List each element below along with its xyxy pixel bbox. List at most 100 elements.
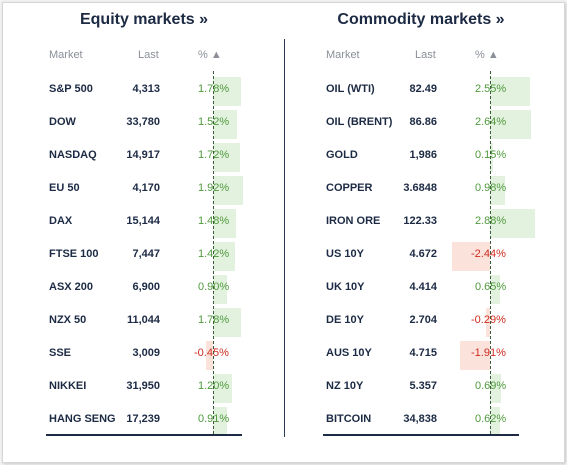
last-value: 17,239: [126, 413, 160, 425]
percent-change: -2.44%: [471, 248, 506, 260]
positive-change-bar: [213, 374, 232, 403]
header-pct[interactable]: % ▲: [198, 49, 222, 61]
commodity-table-header: Market Last % ▲: [323, 47, 519, 67]
panel-divider: [284, 39, 285, 437]
table-row[interactable]: SSE 3,009 -0.45%: [46, 337, 242, 370]
positive-change-bar: [490, 374, 501, 403]
table-row[interactable]: IRON ORE 122.33 2.88%: [323, 205, 535, 238]
last-value: 5.357: [409, 380, 437, 392]
table-row[interactable]: US 10Y 4.672 -2.44%: [323, 238, 519, 271]
negative-change-bar: [460, 341, 490, 370]
zero-line: [213, 71, 214, 434]
market-name[interactable]: NZX 50: [49, 314, 87, 326]
table-row[interactable]: DE 10Y 2.704 -0.29%: [323, 304, 519, 337]
positive-change-bar: [213, 308, 241, 337]
percent-change: -0.29%: [471, 314, 506, 326]
table-bottom-rule: [323, 434, 519, 436]
market-name[interactable]: NIKKEI: [49, 380, 87, 392]
market-name[interactable]: COPPER: [326, 182, 373, 194]
table-row[interactable]: NIKKEI 31,950 1.20%: [46, 370, 242, 403]
header-last[interactable]: Last: [415, 49, 436, 61]
table-row[interactable]: GOLD 1,986 0.15%: [323, 139, 519, 172]
market-name[interactable]: S&P 500: [49, 83, 93, 95]
commodity-markets-title-link[interactable]: Commodity markets »: [337, 11, 505, 28]
market-name[interactable]: SSE: [49, 347, 72, 359]
header-market[interactable]: Market: [49, 49, 83, 61]
last-value: 86.86: [409, 116, 437, 128]
table-row[interactable]: OIL (BRENT) 86.86 2.64%: [323, 106, 531, 139]
last-value: 7,447: [132, 248, 160, 260]
market-name[interactable]: FTSE 100: [49, 248, 99, 260]
market-name[interactable]: BITCOIN: [326, 413, 372, 425]
positive-change-bar: [490, 209, 535, 238]
negative-change-bar: [452, 242, 490, 271]
last-value: 122.33: [403, 215, 437, 227]
table-row[interactable]: COPPER 3.6848 0.98%: [323, 172, 519, 205]
market-name[interactable]: AUS 10Y: [326, 347, 372, 359]
negative-change-bar: [206, 341, 213, 370]
table-row[interactable]: NZX 50 11,044 1.78%: [46, 304, 242, 337]
table-row[interactable]: HANG SENG 17,239 0.91%: [46, 403, 242, 436]
table-row[interactable]: NZ 10Y 5.357 0.69%: [323, 370, 519, 403]
positive-change-bar: [490, 275, 501, 304]
positive-change-bar: [490, 407, 500, 436]
last-value: 14,917: [126, 149, 160, 161]
table-row[interactable]: FTSE 100 7,447 1.42%: [46, 238, 242, 271]
positive-change-bar: [490, 176, 506, 205]
positive-change-bar: [213, 407, 228, 436]
header-pct[interactable]: % ▲: [475, 49, 499, 61]
market-name[interactable]: NZ 10Y: [326, 380, 364, 392]
table-row[interactable]: EU 50 4,170 1.92%: [46, 172, 243, 205]
positive-change-bar: [213, 77, 241, 106]
market-name[interactable]: DAX: [49, 215, 73, 227]
market-name[interactable]: DOW: [49, 116, 76, 128]
table-row[interactable]: AUS 10Y 4.715 -1.91%: [323, 337, 519, 370]
last-value: 4,170: [132, 182, 160, 194]
market-name[interactable]: NASDAQ: [49, 149, 97, 161]
equity-markets-title-link[interactable]: Equity markets »: [79, 11, 209, 28]
last-value: 1,986: [409, 149, 437, 161]
last-value: 82.49: [409, 83, 437, 95]
market-name[interactable]: US 10Y: [326, 248, 364, 260]
last-value: 15,144: [126, 215, 160, 227]
positive-change-bar: [213, 242, 235, 271]
positive-change-bar: [213, 143, 240, 172]
market-name[interactable]: UK 10Y: [326, 281, 365, 293]
positive-change-bar: [213, 209, 236, 238]
market-name[interactable]: OIL (WTI): [326, 83, 375, 95]
market-name[interactable]: OIL (BRENT): [326, 116, 393, 128]
last-value: 2.704: [409, 314, 437, 326]
equity-table-header: Market Last % ▲: [46, 47, 242, 67]
market-name[interactable]: GOLD: [326, 149, 358, 161]
positive-change-bar: [213, 176, 243, 205]
last-value: 11,044: [126, 314, 160, 326]
table-row[interactable]: ASX 200 6,900 0.90%: [46, 271, 242, 304]
header-last[interactable]: Last: [138, 49, 159, 61]
zero-line: [490, 71, 491, 434]
market-name[interactable]: DE 10Y: [326, 314, 364, 326]
positive-change-bar: [213, 275, 227, 304]
negative-change-bar: [485, 308, 490, 337]
last-value: 31,950: [126, 380, 160, 392]
last-value: 4.414: [409, 281, 437, 293]
table-bottom-rule: [46, 434, 242, 436]
last-value: 33,780: [126, 116, 160, 128]
market-name[interactable]: HANG SENG: [49, 413, 116, 425]
last-value: 4.715: [409, 347, 437, 359]
table-row[interactable]: DAX 15,144 1.48%: [46, 205, 242, 238]
last-value: 4.672: [409, 248, 437, 260]
header-market[interactable]: Market: [326, 49, 360, 61]
last-value: 3,009: [132, 347, 160, 359]
positive-change-bar: [490, 77, 530, 106]
positive-change-bar: [490, 143, 493, 172]
table-row[interactable]: NASDAQ 14,917 1.72%: [46, 139, 242, 172]
table-row[interactable]: DOW 33,780 1.52%: [46, 106, 242, 139]
percent-change: -1.91%: [471, 347, 506, 359]
last-value: 3.6848: [403, 182, 437, 194]
last-value: 4,313: [132, 83, 160, 95]
market-name[interactable]: EU 50: [49, 182, 80, 194]
market-name[interactable]: IRON ORE: [326, 215, 381, 227]
market-name[interactable]: ASX 200: [49, 281, 94, 293]
percent-change: -0.45%: [194, 347, 229, 359]
